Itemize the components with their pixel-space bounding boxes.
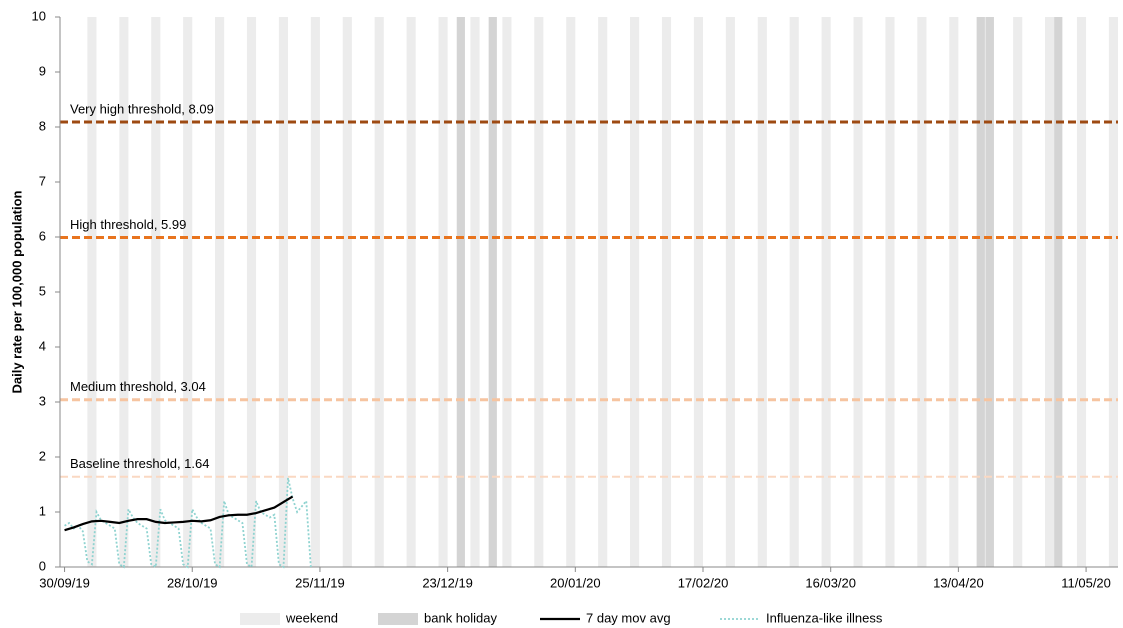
band [949,17,959,567]
y-tick-label: 10 [32,8,46,23]
x-tick-label: 13/04/20 [933,575,984,590]
band [976,17,985,567]
y-tick-label: 5 [39,283,46,298]
band [456,17,465,567]
band [789,17,799,567]
band [246,17,257,567]
band [757,17,767,567]
series-line [64,477,312,569]
x-tick-label: 23/12/19 [422,575,473,590]
band [1108,17,1118,567]
x-tick-label: 30/09/19 [39,575,90,590]
band [885,17,895,567]
x-tick-label: 20/01/20 [550,575,601,590]
band [693,17,704,567]
band [598,17,608,567]
band [87,17,97,567]
band [661,17,672,567]
band [342,17,352,567]
band [406,17,416,567]
legend-swatch [378,613,418,625]
band [1045,17,1055,567]
x-tick-label: 16/03/20 [805,575,856,590]
threshold-label: High threshold, 5.99 [70,217,186,232]
threshold-label: Baseline threshold, 1.64 [70,456,209,471]
band [1054,17,1063,567]
band [630,17,640,567]
threshold-label: Medium threshold, 3.04 [70,379,206,394]
x-tick-label: 17/02/20 [678,575,729,590]
band [1076,17,1087,567]
legend-label: bank holiday [424,610,497,625]
band [534,17,544,567]
y-tick-label: 2 [39,448,46,463]
band [119,17,129,567]
band [566,17,576,567]
band [502,17,512,567]
band [374,17,384,567]
legend-label: 7 day mov avg [586,610,671,625]
y-tick-label: 6 [39,228,46,243]
legend-swatch [240,613,280,625]
band [725,17,735,567]
band [438,17,448,567]
y-tick-label: 3 [39,393,46,408]
band [917,17,927,567]
band [821,17,831,567]
band [278,17,289,567]
y-tick-label: 4 [39,338,46,353]
band [310,17,320,567]
y-tick-label: 0 [39,558,46,573]
band [853,17,863,567]
x-tick-label: 11/05/20 [1061,575,1111,590]
y-tick-label: 1 [39,503,46,518]
y-tick-label: 8 [39,118,46,133]
legend-label: Influenza-like illness [766,610,883,625]
band [151,17,161,567]
legend-label: weekend [285,610,338,625]
y-axis-label: Daily rate per 100,000 population [9,190,24,393]
y-tick-label: 9 [39,63,46,78]
x-tick-label: 28/10/19 [167,575,218,590]
band [488,17,497,567]
x-tick-label: 25/11/19 [295,575,345,590]
band [183,17,193,567]
band [985,17,994,567]
band [215,17,225,567]
band [1013,17,1023,567]
threshold-label: Very high threshold, 8.09 [70,101,214,116]
series-line [64,495,294,532]
band [470,17,480,567]
y-tick-label: 7 [39,173,46,188]
